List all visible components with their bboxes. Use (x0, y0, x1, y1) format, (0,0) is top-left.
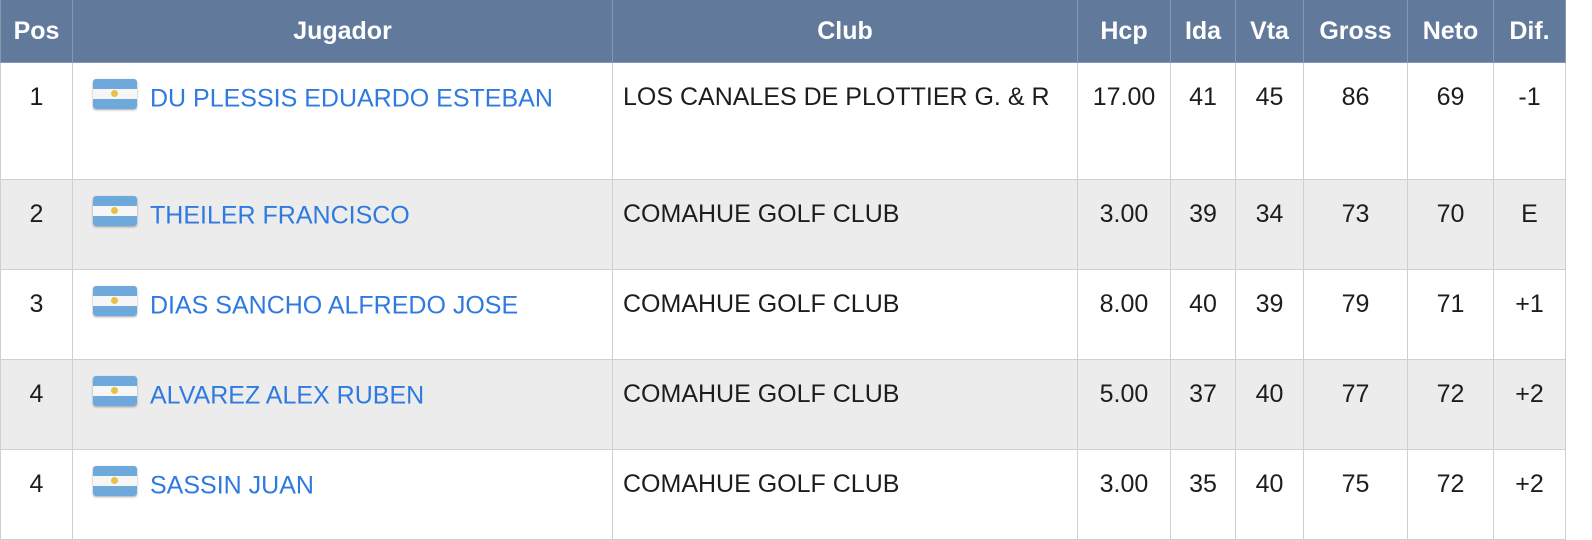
table-row: 4 ALVAREZ ALEX RUBEN COMAHUE GOLF CLUB 5… (0, 359, 1566, 450)
argentina-flag-icon (93, 466, 137, 497)
argentina-flag-icon (93, 196, 137, 227)
cell-gross: 77 (1303, 359, 1408, 450)
header-player: Jugador (72, 0, 613, 63)
cell-dif: E (1493, 179, 1566, 270)
table-row: 3 DIAS SANCHO ALFREDO JOSE COMAHUE GOLF … (0, 269, 1566, 360)
cell-hcp: 3.00 (1077, 449, 1171, 540)
cell-player: ALVAREZ ALEX RUBEN (72, 359, 613, 450)
cell-ida: 39 (1170, 179, 1236, 270)
cell-player: DIAS SANCHO ALFREDO JOSE (72, 269, 613, 360)
cell-vta: 34 (1235, 179, 1304, 270)
player-link[interactable]: THEILER FRANCISCO (150, 201, 410, 230)
header-dif: Dif. (1493, 0, 1566, 63)
table-body: 1 DU PLESSIS EDUARDO ESTEBAN LOS CANALES… (0, 62, 1566, 540)
cell-neto: 71 (1407, 269, 1494, 360)
header-vta: Vta (1235, 0, 1304, 63)
argentina-flag-icon (93, 286, 137, 317)
cell-gross: 73 (1303, 179, 1408, 270)
header-hcp: Hcp (1077, 0, 1171, 63)
cell-club: COMAHUE GOLF CLUB (612, 359, 1078, 450)
cell-gross: 75 (1303, 449, 1408, 540)
cell-club: COMAHUE GOLF CLUB (612, 269, 1078, 360)
table-header: Pos Jugador Club Hcp Ida Vta Gross Neto … (0, 0, 1566, 63)
table-row: 2 THEILER FRANCISCO COMAHUE GOLF CLUB 3.… (0, 179, 1566, 270)
cell-club: LOS CANALES DE PLOTTIER G. & R (612, 62, 1078, 180)
cell-club: COMAHUE GOLF CLUB (612, 179, 1078, 270)
header-club: Club (612, 0, 1078, 63)
cell-vta: 45 (1235, 62, 1304, 180)
cell-player: SASSIN JUAN (72, 449, 613, 540)
header-neto: Neto (1407, 0, 1494, 63)
cell-pos: 4 (0, 359, 73, 450)
player-link[interactable]: DU PLESSIS EDUARDO ESTEBAN (150, 84, 553, 113)
header-ida: Ida (1170, 0, 1236, 63)
table-row: 1 DU PLESSIS EDUARDO ESTEBAN LOS CANALES… (0, 62, 1566, 180)
table-row: 4 SASSIN JUAN COMAHUE GOLF CLUB 3.00 35 … (0, 449, 1566, 540)
cell-vta: 40 (1235, 359, 1304, 450)
cell-hcp: 3.00 (1077, 179, 1171, 270)
cell-ida: 35 (1170, 449, 1236, 540)
cell-neto: 72 (1407, 359, 1494, 450)
argentina-flag-icon (93, 79, 137, 110)
cell-club: COMAHUE GOLF CLUB (612, 449, 1078, 540)
player-link[interactable]: ALVAREZ ALEX RUBEN (150, 381, 425, 410)
argentina-flag-icon (93, 376, 137, 407)
cell-neto: 70 (1407, 179, 1494, 270)
cell-neto: 72 (1407, 449, 1494, 540)
cell-hcp: 8.00 (1077, 269, 1171, 360)
cell-hcp: 17.00 (1077, 62, 1171, 180)
cell-ida: 37 (1170, 359, 1236, 450)
header-gross: Gross (1303, 0, 1408, 63)
cell-dif: +1 (1493, 269, 1566, 360)
cell-ida: 40 (1170, 269, 1236, 360)
player-link[interactable]: DIAS SANCHO ALFREDO JOSE (150, 291, 519, 320)
cell-gross: 86 (1303, 62, 1408, 180)
cell-hcp: 5.00 (1077, 359, 1171, 450)
cell-pos: 2 (0, 179, 73, 270)
cell-gross: 79 (1303, 269, 1408, 360)
cell-vta: 39 (1235, 269, 1304, 360)
cell-dif: +2 (1493, 449, 1566, 540)
cell-pos: 1 (0, 62, 73, 180)
header-pos: Pos (0, 0, 73, 63)
cell-pos: 4 (0, 449, 73, 540)
cell-ida: 41 (1170, 62, 1236, 180)
cell-vta: 40 (1235, 449, 1304, 540)
cell-dif: -1 (1493, 62, 1566, 180)
cell-player: THEILER FRANCISCO (72, 179, 613, 270)
cell-neto: 69 (1407, 62, 1494, 180)
cell-dif: +2 (1493, 359, 1566, 450)
cell-pos: 3 (0, 269, 73, 360)
cell-player: DU PLESSIS EDUARDO ESTEBAN (72, 62, 613, 180)
